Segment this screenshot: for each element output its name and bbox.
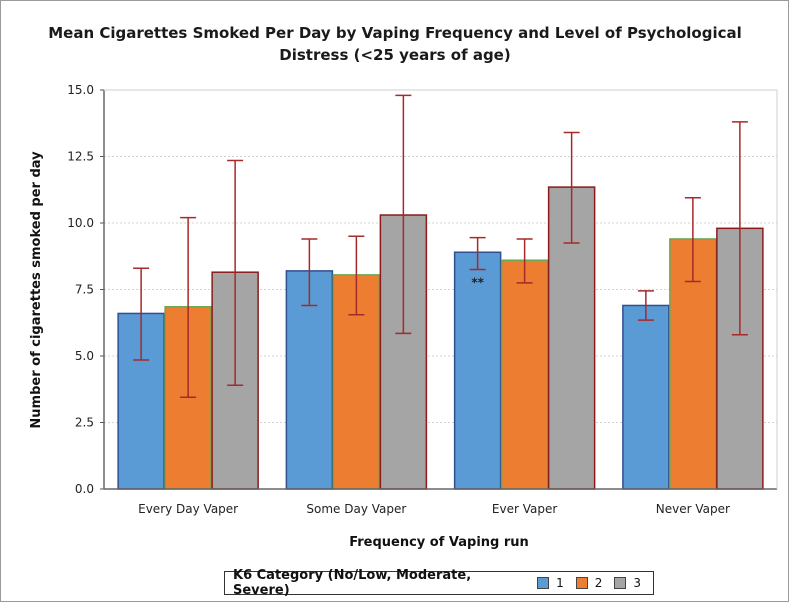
legend-label-3: 3 bbox=[633, 576, 641, 590]
x-tick-label-1: Some Day Vaper bbox=[306, 502, 406, 516]
bar-3-series-1 bbox=[622, 304, 670, 490]
legend-swatch-1 bbox=[537, 577, 550, 589]
y-tick-label-4: 10.0 bbox=[67, 216, 94, 230]
bars bbox=[117, 186, 764, 490]
legend-item-1: 1 bbox=[537, 576, 564, 590]
y-tick-label-5: 12.5 bbox=[67, 150, 94, 164]
legend-item-3: 3 bbox=[614, 576, 641, 590]
y-tick-label-6: 15.0 bbox=[67, 83, 94, 97]
annotation-0: ** bbox=[471, 275, 484, 289]
x-tick-label-2: Ever Vaper bbox=[492, 502, 557, 516]
y-axis-title: Number of cigarettes smoked per day bbox=[29, 151, 44, 429]
x-tick-label-3: Never Vaper bbox=[656, 502, 730, 516]
y-tick-label-2: 5.0 bbox=[75, 349, 94, 363]
chart-title: Mean Cigarettes Smoked Per Day by Vaping… bbox=[48, 24, 742, 64]
bar-2-series-1 bbox=[453, 251, 502, 490]
y-tick-label-1: 2.5 bbox=[75, 416, 94, 430]
legend-label-1: 1 bbox=[556, 576, 564, 590]
legend-swatch-3 bbox=[614, 577, 627, 589]
legend-item-2: 2 bbox=[575, 576, 603, 590]
bar-2-series-2 bbox=[500, 259, 549, 490]
error-bars: ** bbox=[133, 94, 748, 398]
legend-swatch-2 bbox=[575, 577, 588, 589]
legend-label-2: 2 bbox=[594, 576, 603, 590]
legend: K6 Category (No/Low, Moderate, Severe) 1… bbox=[224, 568, 654, 598]
axes: 0.0 2.5 5.0 7.5 10.0 12.5 15.0 Every Day Vaper S… bbox=[67, 83, 778, 516]
y-tick-label-3: 7.5 bbox=[75, 283, 94, 297]
legend-title: K6 Category (No/Low, Moderate, Severe) bbox=[233, 568, 472, 598]
x-tick-label-0: Every Day Vaper bbox=[138, 502, 238, 516]
y-tick-label-0: 0.0 bbox=[75, 482, 94, 496]
x-axis-title: Frequency of Vaping run bbox=[349, 535, 529, 550]
